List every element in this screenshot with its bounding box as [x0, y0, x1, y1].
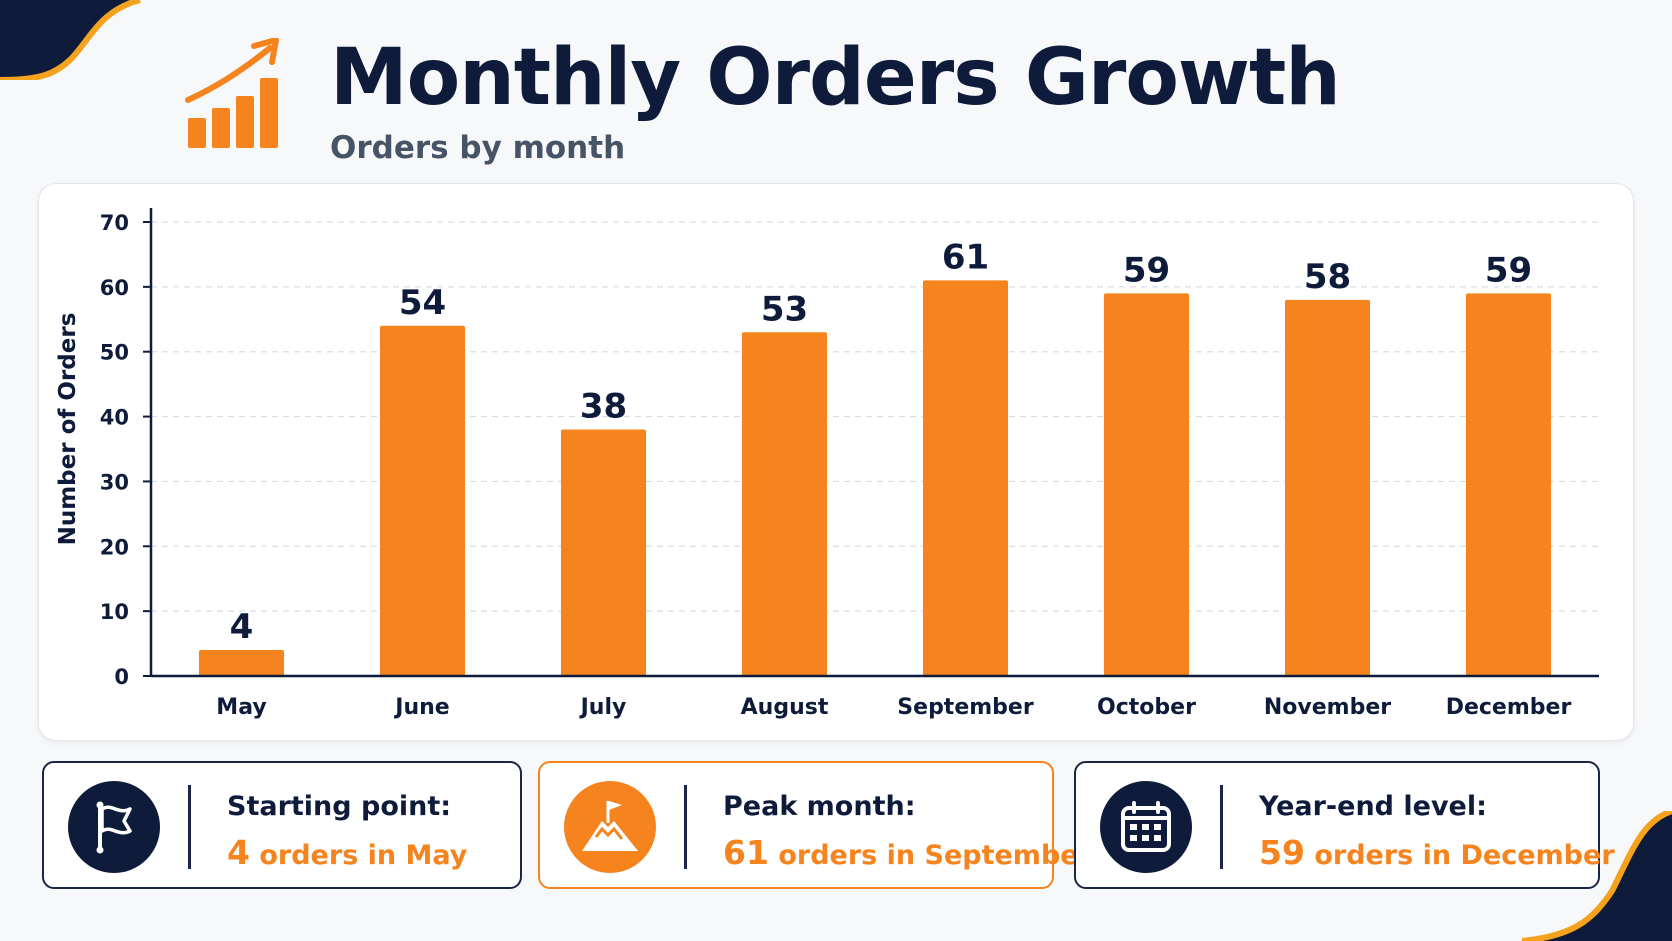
data-label: 53: [761, 289, 808, 329]
bar-june: [379, 325, 466, 676]
data-label: 61: [942, 237, 989, 277]
data-label: 58: [1304, 257, 1351, 297]
data-label: 59: [1485, 250, 1532, 290]
y-tick-label: 50: [100, 341, 129, 365]
axes: 0 10 20 30 40 50 60 70 May June July August Septembe…: [100, 208, 1599, 720]
x-tick-label: September: [897, 695, 1034, 720]
data-label: 59: [1123, 250, 1170, 290]
page-subtitle: Orders by month: [330, 130, 626, 166]
bar-may: [198, 650, 285, 676]
divider: [188, 785, 191, 869]
grid-lines: [151, 221, 1599, 612]
divider: [684, 785, 687, 869]
chart-card: 4 54 38 53 61 59 58 59 0 10 20 30 40 50 60 70 May June Ju…: [38, 183, 1634, 741]
bar-december: [1465, 293, 1552, 676]
x-tick-label: June: [393, 695, 449, 720]
data-label: 54: [399, 283, 446, 323]
bar-november: [1284, 299, 1371, 676]
y-tick-label: 40: [100, 406, 129, 430]
divider: [1220, 785, 1223, 869]
data-labels: 4 54 38 53 61 59 58 59: [230, 237, 1533, 647]
y-axis-title: Number of Orders: [55, 313, 81, 546]
stat-card-starting-point: Starting point: 4 orders in May: [42, 761, 522, 889]
x-tick-label: October: [1097, 695, 1196, 720]
x-tick-label: May: [216, 695, 266, 720]
corner-decoration-top-left: [0, 0, 141, 80]
y-tick-label: 0: [114, 665, 129, 689]
bar-september: [922, 280, 1009, 676]
stat-label: Starting point:: [227, 791, 452, 822]
bar-october: [1103, 293, 1190, 676]
calendar-icon: [1100, 781, 1192, 873]
bar-july: [560, 429, 647, 676]
x-tick-label: November: [1264, 695, 1391, 720]
data-label: 38: [580, 387, 627, 427]
bar-chart: 4 54 38 53 61 59 58 59 0 10 20 30 40 50 60 70 May June Ju…: [55, 208, 1599, 720]
bar-august: [741, 332, 828, 676]
y-tick-label: 20: [100, 535, 129, 559]
y-tick-label: 10: [100, 600, 129, 624]
data-label: 4: [230, 607, 254, 647]
corner-decoration-bottom-right: [1522, 811, 1672, 941]
mountain-peak-flag-icon: [564, 781, 656, 873]
stat-card-year-end-level: Year-end level: 59 orders in December: [1074, 761, 1615, 889]
stat-label: Year-end level:: [1259, 791, 1487, 822]
y-tick-label: 30: [100, 470, 129, 494]
bar-chart-growth-icon: [185, 38, 279, 148]
flag-icon: [68, 781, 160, 873]
x-tick-label: July: [579, 695, 627, 720]
stat-value: 4 orders in May: [227, 833, 468, 872]
stat-label: Peak month:: [723, 791, 916, 822]
bars: [198, 280, 1552, 676]
stat-value: 61 orders in September: [723, 833, 1092, 872]
y-tick-label: 60: [100, 276, 129, 300]
page-title: Monthly Orders Growth: [330, 33, 1341, 123]
x-tick-label: August: [741, 695, 829, 720]
stat-card-peak-month: Peak month: 61 orders in September: [538, 761, 1092, 889]
stat-value: 59 orders in December: [1259, 833, 1615, 872]
y-tick-label: 70: [100, 211, 129, 235]
x-tick-label: December: [1446, 695, 1572, 720]
